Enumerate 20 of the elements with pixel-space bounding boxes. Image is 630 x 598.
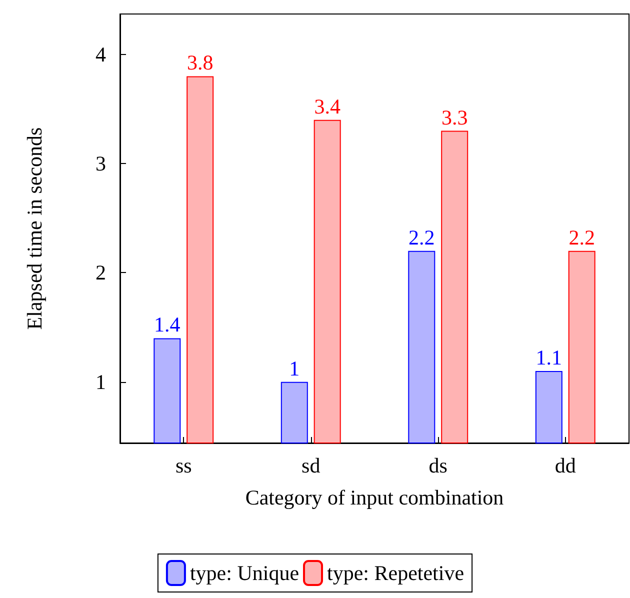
legend-label: type: Unique bbox=[190, 561, 300, 585]
x-axis-title: Category of input combination bbox=[245, 486, 504, 510]
data-label: 1.1 bbox=[536, 345, 562, 370]
y-tick-label: 3 bbox=[96, 152, 106, 176]
y-tick-label: 2 bbox=[96, 260, 106, 285]
data-label: 3.8 bbox=[186, 50, 214, 75]
x-tick-label: ss bbox=[175, 454, 192, 478]
data-label: 1 bbox=[289, 356, 300, 380]
data-label: 1.4 bbox=[154, 312, 181, 337]
y-tick-label: 1 bbox=[96, 370, 106, 394]
x-tick-label: sd bbox=[302, 454, 321, 478]
data-label: 2.2 bbox=[408, 225, 435, 250]
data-label: 3.4 bbox=[314, 94, 341, 118]
legend-label: type: Repetetive bbox=[327, 561, 464, 585]
data-label: 3.3 bbox=[441, 105, 468, 130]
x-tick-label: ds bbox=[428, 454, 448, 478]
x-tick-label: dd bbox=[554, 454, 576, 478]
y-axis-title: Elapsed time in seconds bbox=[22, 127, 46, 330]
y-tick-label: 4 bbox=[96, 42, 106, 66]
data-label: 2.2 bbox=[568, 225, 595, 250]
